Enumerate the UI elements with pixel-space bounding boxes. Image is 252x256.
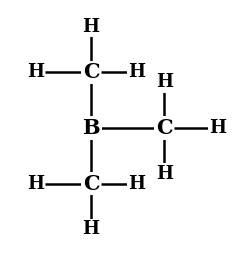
Text: C: C: [82, 174, 99, 194]
Text: H: H: [208, 119, 225, 137]
Text: H: H: [82, 220, 99, 238]
Text: B: B: [82, 118, 100, 138]
Text: H: H: [155, 73, 172, 91]
Text: H: H: [27, 63, 44, 81]
Text: H: H: [82, 18, 99, 36]
Text: H: H: [155, 165, 172, 183]
Text: H: H: [27, 175, 44, 193]
Text: H: H: [128, 63, 145, 81]
Text: H: H: [128, 175, 145, 193]
Text: C: C: [82, 62, 99, 82]
Text: C: C: [155, 118, 172, 138]
